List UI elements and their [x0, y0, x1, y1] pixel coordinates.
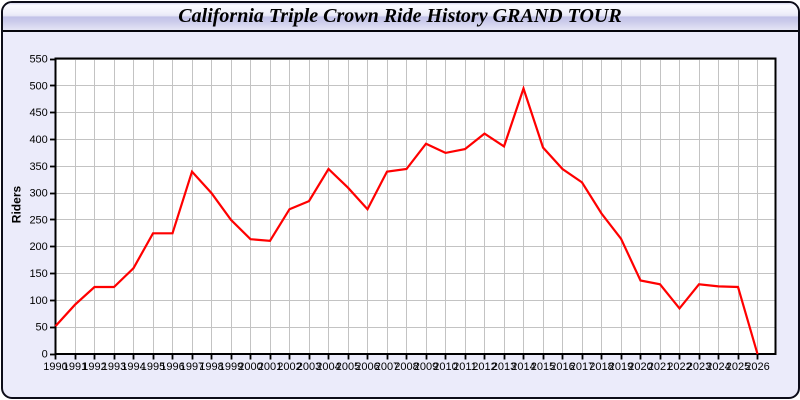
svg-text:2013: 2013: [492, 361, 516, 373]
svg-text:2023: 2023: [687, 361, 711, 373]
svg-text:1998: 1998: [199, 361, 223, 373]
svg-text:2003: 2003: [297, 361, 321, 373]
svg-text:1992: 1992: [82, 361, 106, 373]
svg-text:1990: 1990: [43, 361, 67, 373]
svg-text:2004: 2004: [316, 361, 340, 373]
svg-text:200: 200: [29, 241, 47, 253]
svg-text:1993: 1993: [102, 361, 126, 373]
svg-text:2017: 2017: [570, 361, 594, 373]
svg-text:0: 0: [42, 349, 48, 361]
svg-text:2021: 2021: [648, 361, 672, 373]
svg-text:1996: 1996: [160, 361, 184, 373]
svg-text:1997: 1997: [180, 361, 204, 373]
svg-text:350: 350: [29, 161, 47, 173]
svg-text:100: 100: [29, 295, 47, 307]
svg-text:1991: 1991: [63, 361, 87, 373]
svg-text:300: 300: [29, 188, 47, 200]
svg-text:2024: 2024: [706, 361, 730, 373]
svg-text:250: 250: [29, 214, 47, 226]
svg-text:2016: 2016: [550, 361, 574, 373]
svg-text:2015: 2015: [531, 361, 555, 373]
svg-text:150: 150: [29, 268, 47, 280]
svg-text:2005: 2005: [336, 361, 360, 373]
svg-text:2020: 2020: [628, 361, 652, 373]
svg-text:2010: 2010: [433, 361, 457, 373]
svg-text:2000: 2000: [238, 361, 262, 373]
svg-text:450: 450: [29, 107, 47, 119]
svg-text:2019: 2019: [609, 361, 633, 373]
svg-text:1999: 1999: [219, 361, 243, 373]
svg-text:Riders: Riders: [10, 186, 24, 224]
svg-text:2026: 2026: [745, 361, 769, 373]
svg-text:2001: 2001: [258, 361, 282, 373]
svg-text:2002: 2002: [277, 361, 301, 373]
svg-text:2025: 2025: [726, 361, 750, 373]
svg-text:550: 550: [29, 54, 47, 66]
svg-text:2009: 2009: [414, 361, 438, 373]
svg-text:2012: 2012: [472, 361, 496, 373]
svg-text:2014: 2014: [511, 361, 535, 373]
svg-text:1995: 1995: [141, 361, 165, 373]
svg-text:2022: 2022: [667, 361, 691, 373]
svg-text:2011: 2011: [453, 361, 477, 373]
svg-text:1994: 1994: [121, 361, 145, 373]
svg-text:2018: 2018: [589, 361, 613, 373]
svg-text:2007: 2007: [375, 361, 399, 373]
svg-text:400: 400: [29, 134, 47, 146]
svg-text:50: 50: [36, 322, 48, 334]
svg-text:500: 500: [29, 80, 47, 92]
svg-text:2006: 2006: [355, 361, 379, 373]
svg-text:2008: 2008: [394, 361, 418, 373]
